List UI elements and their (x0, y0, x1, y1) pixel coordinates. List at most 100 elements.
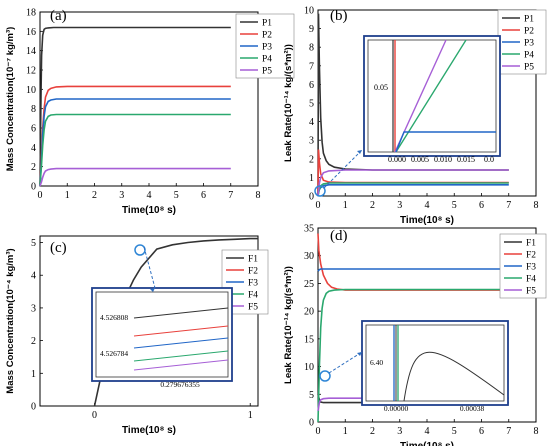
series-line-P1 (317, 13, 509, 197)
inset-x-tick-label: 0.00000 (384, 404, 409, 413)
zoom-connector (328, 351, 363, 374)
legend-label: F5 (526, 287, 536, 297)
legend-label: P1 (262, 19, 272, 29)
inset-c: 4.526808 4.526784 0.279676355 (91, 244, 233, 389)
y-tick-label: 8 (31, 104, 36, 115)
zoom-circle (319, 370, 331, 382)
legend-label: F5 (248, 303, 258, 313)
y-tick-label: 35 (304, 224, 314, 235)
legend-label: P4 (262, 55, 272, 65)
y-axis-title: Mass Concentration(10⁻⁴ kg/m³) (5, 248, 16, 393)
x-tick-label: 6 (201, 190, 206, 201)
x-axis-title: Time(10⁸ s) (122, 425, 176, 436)
panel-b: 0 1 2 3 4 5 6 7 8 0 1 2 3 4 5 6 7 8 9 10 Time(10⁸ s) Leak Rat… (283, 6, 547, 226)
y-axis-title: Leak Rate(10⁻¹⁴ kg/(s*m²)) (283, 266, 294, 384)
legend-label: F4 (526, 275, 536, 285)
legend-label: P1 (524, 15, 534, 25)
legend-label: P2 (262, 31, 272, 41)
x-tick-label: 3 (397, 426, 402, 437)
legend-label: F4 (248, 291, 258, 301)
inset-x-tick-label: 0.005 (411, 155, 429, 164)
inset-d: 6.40 0.00000 0.00038 (319, 320, 509, 413)
y-tick-label: 6 (309, 80, 314, 91)
x-tick-label: 2 (92, 190, 97, 201)
inset-y-tick-label: 6.40 (370, 358, 383, 367)
legend-label: F3 (526, 263, 536, 273)
legend-label: P5 (524, 63, 534, 73)
series-line-P3 (317, 184, 509, 197)
x-axis-title: Time(10⁸ s) (400, 215, 454, 226)
inset-line-F2 (133, 325, 229, 337)
y-tick-label: 10 (26, 85, 36, 96)
inset-x-tick-label: 0.279676355 (160, 380, 200, 389)
x-axis-title: Time(10⁸ s) (400, 441, 454, 446)
inset-b: 0.000 0.005 0.010 0.015 0.0 0.05 (314, 35, 501, 197)
x-axis-title: Time(10⁸ s) (122, 205, 176, 216)
x-tick-label: 1 (248, 410, 253, 421)
x-tick-label: 6 (479, 200, 484, 211)
inset-line-F3 (133, 337, 229, 349)
legend-label: F1 (248, 255, 258, 265)
y-tick-label: 18 (26, 8, 36, 19)
series-line-P5 (39, 167, 231, 187)
y-tick-label: 4 (31, 143, 36, 154)
x-tick-label: 7 (506, 426, 511, 437)
x-tick-label: 4 (425, 426, 430, 437)
x-tick-label: 3 (119, 190, 124, 201)
inset-x-tick-label: 0.0 (484, 155, 494, 164)
x-tick-label: 4 (425, 200, 430, 211)
inset-x-tick-label: 0.010 (434, 155, 452, 164)
legend-label: F3 (248, 279, 258, 289)
y-tick-label: 6 (31, 124, 36, 135)
inset-x-tick-label: 0.000 (388, 155, 406, 164)
y-axis-title: Leak Rate(10⁻¹⁴ kg/(s*m²)) (283, 44, 294, 162)
inset-line-F4 (133, 350, 229, 362)
zoom-connector (143, 246, 156, 289)
y-tick-label: 12 (26, 66, 36, 77)
x-tick-label: 2 (370, 200, 375, 211)
inset-plot-area (95, 291, 229, 378)
zoom-circle (314, 185, 326, 197)
y-tick-label: 3 (31, 303, 36, 314)
y-tick-label: 2 (31, 162, 36, 173)
x-tick-label: 5 (174, 190, 179, 201)
y-tick-label: 15 (304, 334, 314, 345)
x-tick-label: 5 (452, 200, 457, 211)
x-tick-label: 4 (147, 190, 152, 201)
x-tick-label: 3 (397, 200, 402, 211)
x-tick-label: 5 (452, 426, 457, 437)
inset-line-F1 (133, 307, 229, 319)
x-tick-label: 1 (343, 200, 348, 211)
inset-line-P4 (395, 39, 467, 153)
zoom-connector (323, 149, 363, 189)
x-tick-label: 7 (506, 200, 511, 211)
y-tick-label: 2 (31, 336, 36, 347)
y-axis-title: Mass Concentration(10⁻⁷ kg/m³) (5, 27, 16, 172)
y-tick-label: 0 (309, 418, 314, 429)
y-tick-label: 14 (26, 46, 36, 57)
inset-line-F1 (403, 351, 505, 402)
legend-label: P5 (262, 67, 272, 77)
legend-label: F2 (248, 267, 258, 277)
y-tick-label: 4 (31, 271, 36, 282)
inset-line-P3 (395, 131, 496, 153)
series-line-F1 (317, 394, 509, 404)
y-tick-label: 10 (304, 362, 314, 373)
zoom-arrowhead (357, 352, 362, 356)
legend-label: P3 (262, 43, 272, 53)
series-line-F5 (317, 397, 509, 412)
x-tick-label: 7 (228, 190, 233, 201)
y-tick-label: 4 (309, 117, 314, 128)
inset-y-tick-label: 4.526784 (100, 349, 128, 358)
y-tick-label: 5 (309, 99, 314, 110)
panel-d: 0 1 2 3 4 5 6 7 8 0 5 10 15 20 25 30 35 Time(10⁸ s) Leak R… (283, 224, 547, 446)
y-tick-label: 10 (304, 6, 314, 17)
series-line-F3 (317, 268, 509, 272)
inset-x-tick-label: 0.015 (457, 155, 475, 164)
x-tick-label: 6 (479, 426, 484, 437)
series-line-F4 (317, 288, 509, 423)
y-tick-label: 16 (26, 27, 36, 38)
series-line-P3 (39, 98, 231, 187)
